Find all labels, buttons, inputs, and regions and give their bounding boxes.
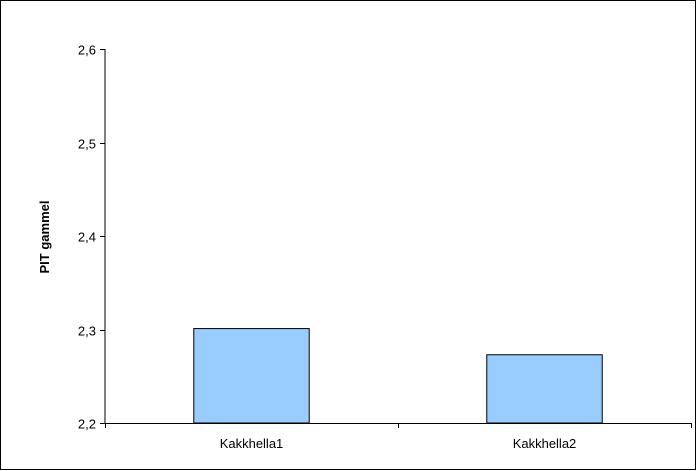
y-tick-label: 2,3 <box>78 324 96 339</box>
bars <box>193 328 603 424</box>
x-tick-label: Kakkhella1 <box>220 436 284 451</box>
y-tick-label: 2,6 <box>78 43 96 58</box>
y-tick-label: 2,4 <box>78 230 96 245</box>
y-tick-label: 2,2 <box>78 417 96 432</box>
bar-Kakkhella1 <box>193 328 310 424</box>
bar-Kakkhella2 <box>486 354 603 424</box>
x-tick-label: Kakkhella2 <box>513 436 577 451</box>
y-axis-title: PIT gammel <box>37 201 52 274</box>
x-axis: Kakkhella1 Kakkhella2 <box>105 423 692 451</box>
y-axis: 2,2 2,3 2,4 2,5 2,6 <box>78 43 106 432</box>
y-tick-label: 2,5 <box>78 137 96 152</box>
